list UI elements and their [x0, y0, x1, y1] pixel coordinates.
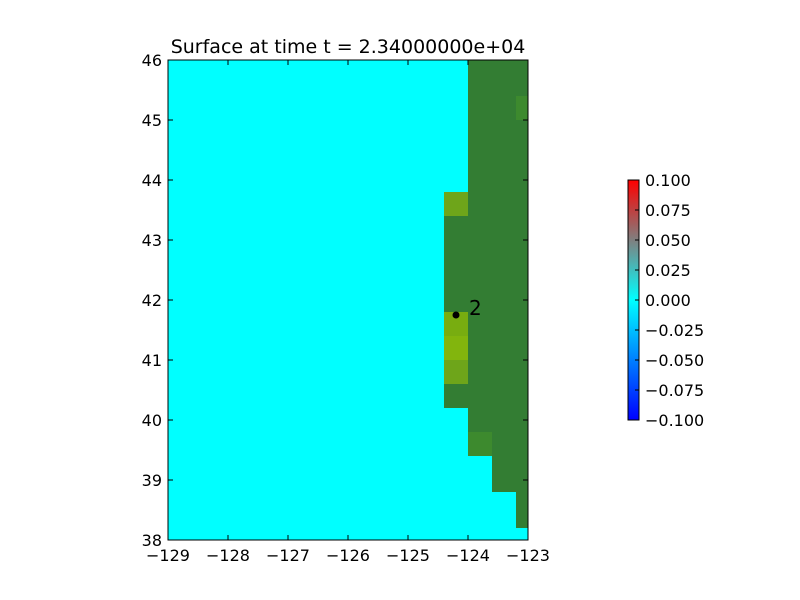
colorbar: −0.100 −0.075 −0.050 −0.025 0.000 0.025 0.050 0…	[627, 171, 704, 430]
heatmap-cell	[516, 96, 528, 120]
gauge-label: 2	[469, 296, 482, 320]
colorbar-tick-label: −0.050	[645, 351, 704, 370]
y-tick-label: 42	[142, 291, 162, 310]
plot-area: 2	[167, 59, 529, 541]
y-tick-label: 43	[142, 231, 162, 250]
colorbar-ticks: −0.100 −0.075 −0.050 −0.025 0.000 0.025 0.050 0…	[635, 171, 704, 430]
y-tick-label: 38	[142, 531, 162, 550]
heatmap-cell	[444, 360, 468, 384]
x-tick-label: −128	[206, 546, 250, 565]
heatmap-cell	[444, 336, 468, 360]
y-axis: 38 39 40 41 42 43 44 45 46	[142, 51, 528, 550]
heatmap-cell	[444, 192, 468, 216]
colorbar-tick-label: −0.025	[645, 321, 704, 340]
colorbar-tick-label: 0.025	[645, 261, 691, 280]
heatmap-cell	[468, 432, 492, 456]
heatmap-cells	[444, 60, 528, 528]
y-tick-label: 46	[142, 51, 162, 70]
colorbar-tick-label: 0.000	[645, 291, 691, 310]
colorbar-tick-label: 0.100	[645, 171, 691, 190]
colorbar-tick-label: 0.050	[645, 231, 691, 250]
colorbar-tick-label: −0.100	[645, 411, 704, 430]
y-tick-label: 40	[142, 411, 162, 430]
gauge-markers: 2	[452, 296, 482, 320]
y-tick-label: 41	[142, 351, 162, 370]
x-tick-label: −125	[386, 546, 430, 565]
colorbar-tick-label: 0.075	[645, 201, 691, 220]
gauge-point	[452, 311, 460, 319]
y-tick-label: 39	[142, 471, 162, 490]
colorbar-tick-label: −0.075	[645, 381, 704, 400]
heatmap-cell	[492, 444, 528, 492]
colorbar-fill	[628, 180, 639, 420]
x-tick-label: −127	[266, 546, 310, 565]
x-tick-label: −126	[326, 546, 370, 565]
heatmap-cell	[468, 60, 528, 444]
y-tick-label: 45	[142, 111, 162, 130]
x-tick-label: −124	[446, 546, 490, 565]
x-tick-label: −129	[146, 546, 190, 565]
heatmap-cell	[516, 492, 528, 528]
chart-title: Surface at time t = 2.34000000e+04	[171, 36, 526, 58]
x-tick-label: −123	[506, 546, 550, 565]
y-tick-label: 44	[142, 171, 162, 190]
x-axis: −129 −128 −127 −126 −125 −124 −123	[146, 60, 550, 565]
